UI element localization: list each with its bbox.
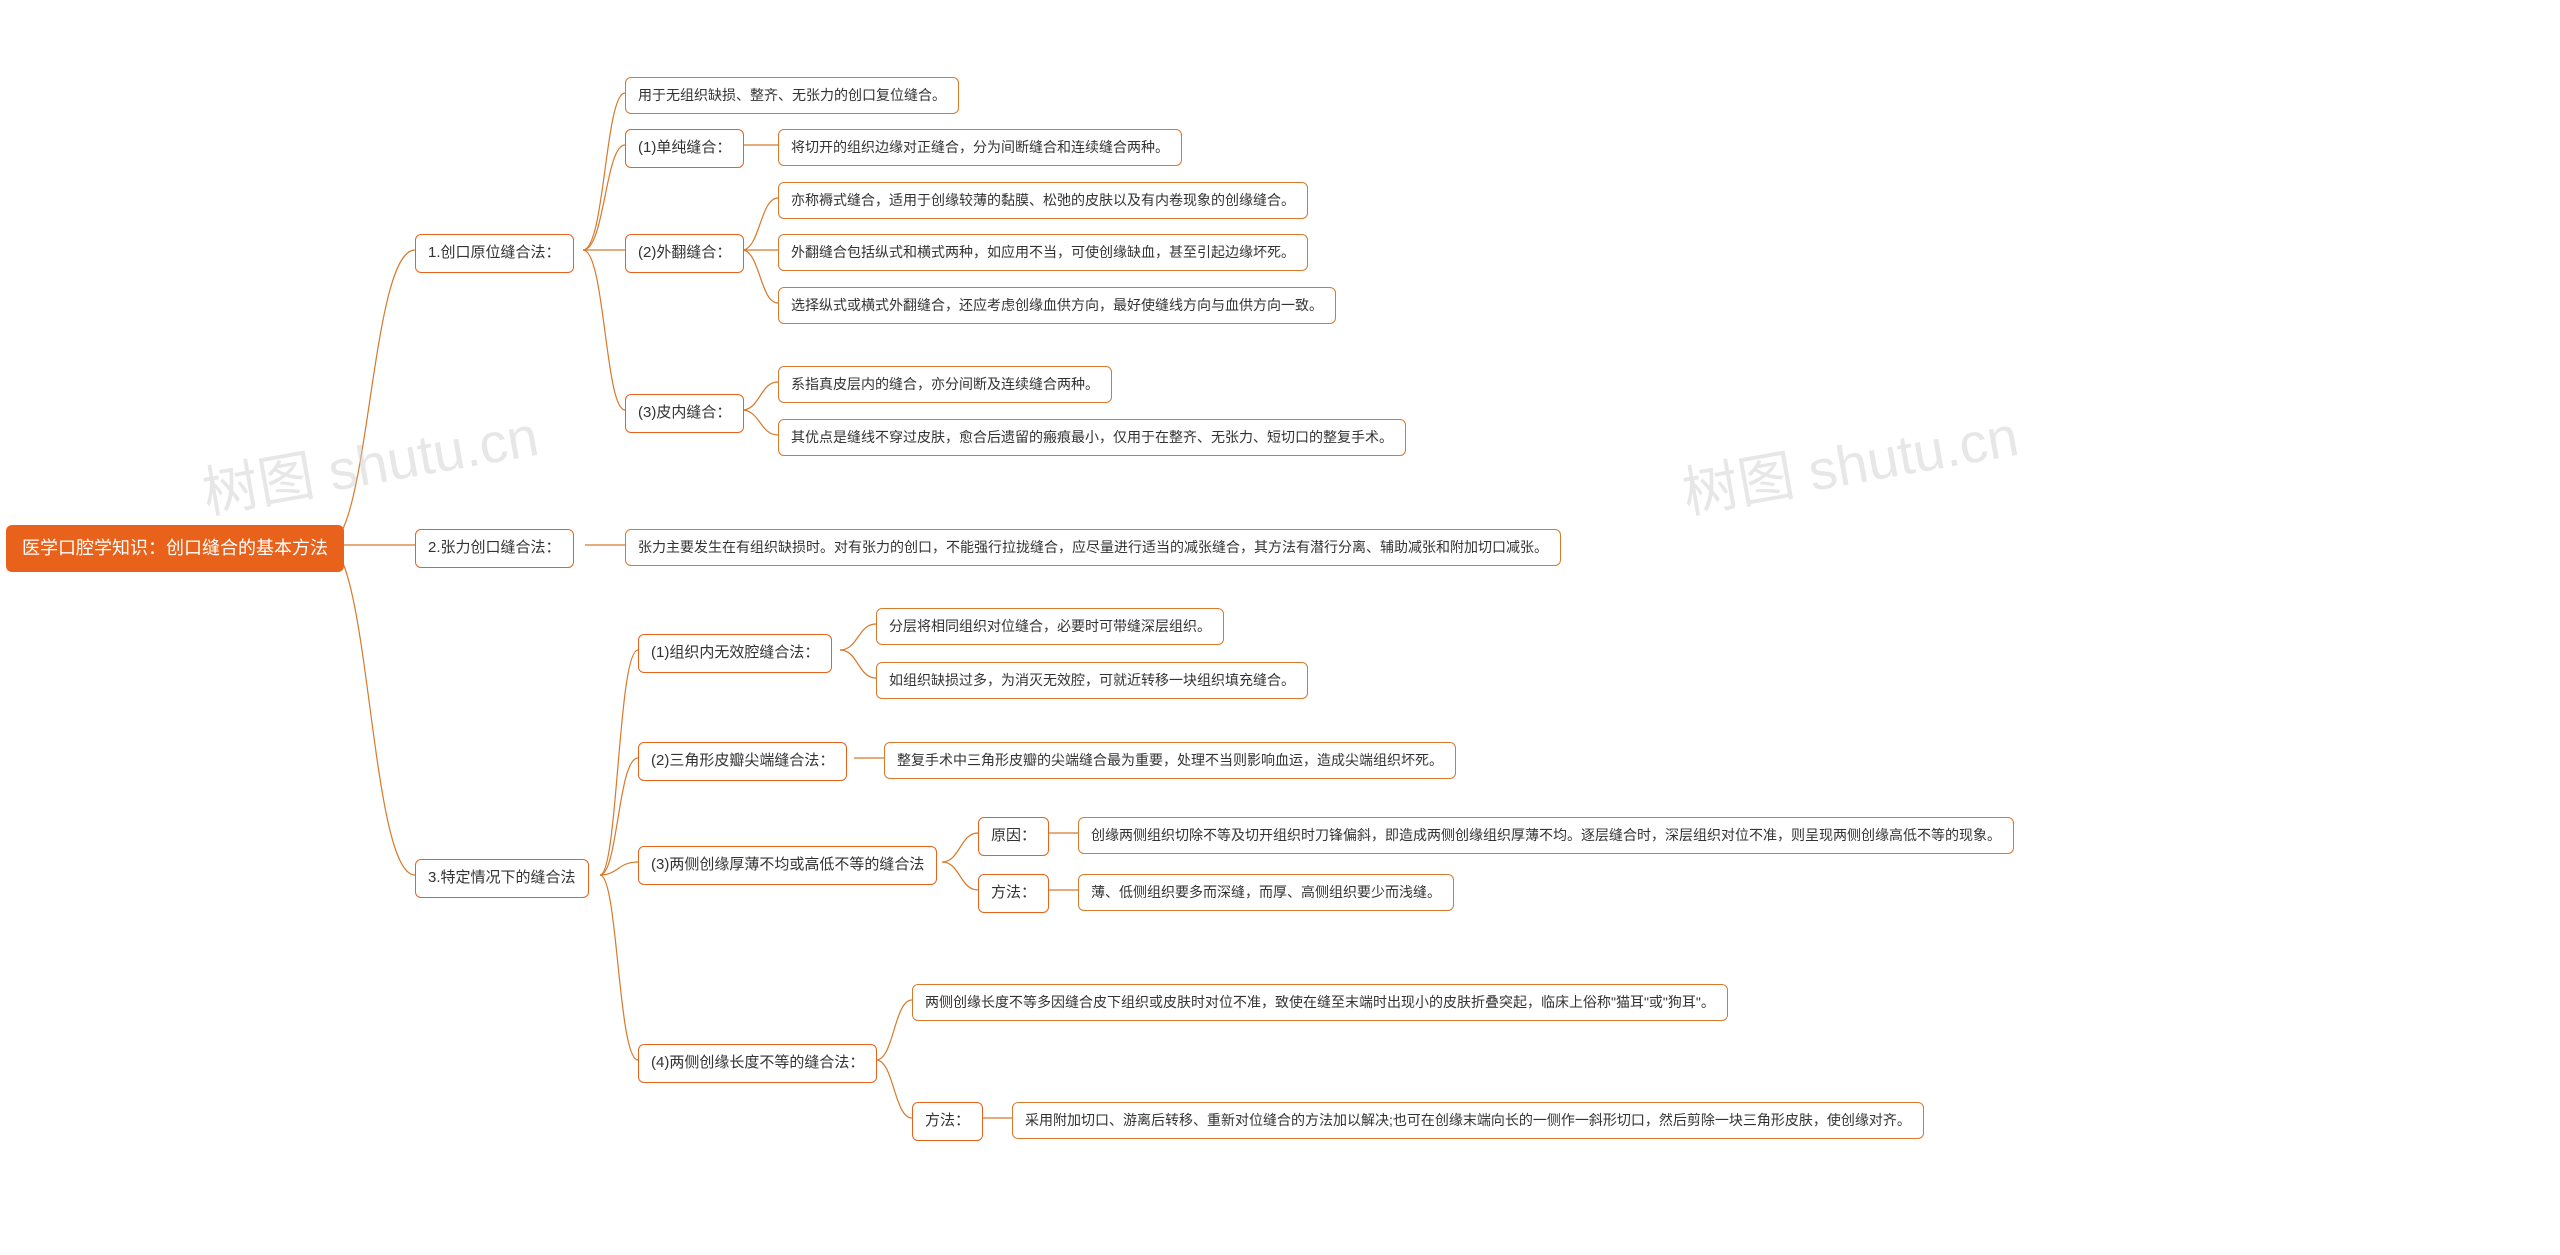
leaf-b1c2-2[interactable]: 选择纵式或横式外翻缝合，还应考虑创缘血供方向，最好使缝线方向与血供方向一致。 bbox=[778, 287, 1336, 324]
branch-2[interactable]: 2.张力创口缝合法： bbox=[415, 529, 574, 568]
leaf-b3c2-0[interactable]: 整复手术中三角形皮瓣的尖端缝合最为重要，处理不当则影响血运，造成尖端组织坏死。 bbox=[884, 742, 1456, 779]
branch-b3c3[interactable]: (3)两侧创缘厚薄不均或高低不等的缝合法 bbox=[638, 846, 937, 885]
branch-b1c1[interactable]: (1)单纯缝合： bbox=[625, 129, 744, 168]
leaf-b1c3-1[interactable]: 其优点是缝线不穿过皮肤，愈合后遗留的瘢痕最小，仅用于在整齐、无张力、短切口的整复… bbox=[778, 419, 1406, 456]
leaf-b1c2-0[interactable]: 亦称褥式缝合，适用于创缘较薄的黏膜、松弛的皮肤以及有内卷现象的创缘缝合。 bbox=[778, 182, 1308, 219]
branch-b1c3[interactable]: (3)皮内缝合： bbox=[625, 394, 744, 433]
branch-b1c2[interactable]: (2)外翻缝合： bbox=[625, 234, 744, 273]
leaf-b3c1-1[interactable]: 如组织缺损过多，为消灭无效腔，可就近转移一块组织填充缝合。 bbox=[876, 662, 1308, 699]
branch-b3c2[interactable]: (2)三角形皮瓣尖端缝合法： bbox=[638, 742, 847, 781]
branch-b3c1[interactable]: (1)组织内无效腔缝合法： bbox=[638, 634, 832, 673]
watermark: 树图 shutu.cn bbox=[196, 391, 544, 530]
leaf-b1c1-0[interactable]: 将切开的组织边缘对正缝合，分为间断缝合和连续缝合两种。 bbox=[778, 129, 1182, 166]
branch-b3c4[interactable]: (4)两侧创缘长度不等的缝合法： bbox=[638, 1044, 877, 1083]
leaf-b2c0[interactable]: 张力主要发生在有组织缺损时。对有张力的创口，不能强行拉拢缝合，应尽量进行适当的减… bbox=[625, 529, 1561, 566]
leaf-b1c0[interactable]: 用于无组织缺损、整齐、无张力的创口复位缝合。 bbox=[625, 77, 959, 114]
branch-1[interactable]: 1.创口原位缝合法： bbox=[415, 234, 574, 273]
leaf-b3c3a-0[interactable]: 创缘两侧组织切除不等及切开组织时刀锋偏斜，即造成两侧创缘组织厚薄不均。逐层缝合时… bbox=[1078, 817, 2014, 854]
branch-b3c4b[interactable]: 方法： bbox=[912, 1102, 983, 1141]
branch-b3c3a[interactable]: 原因： bbox=[978, 817, 1049, 856]
root-node[interactable]: 医学口腔学知识：创口缝合的基本方法 bbox=[6, 525, 344, 572]
leaf-b3c1-0[interactable]: 分层将相同组织对位缝合，必要时可带缝深层组织。 bbox=[876, 608, 1224, 645]
mindmap-canvas: 树图 shutu.cn 树图 shutu.cn 医学口腔学知识：创口缝合的基本方… bbox=[0, 0, 2560, 1255]
watermark: 树图 shutu.cn bbox=[1676, 391, 2024, 530]
leaf-b1c2-1[interactable]: 外翻缝合包括纵式和横式两种，如应用不当，可使创缘缺血，甚至引起边缘坏死。 bbox=[778, 234, 1308, 271]
branch-b3c3b[interactable]: 方法： bbox=[978, 874, 1049, 913]
leaf-b3c3b-0[interactable]: 薄、低侧组织要多而深缝，而厚、高侧组织要少而浅缝。 bbox=[1078, 874, 1454, 911]
leaf-b1c3-0[interactable]: 系指真皮层内的缝合，亦分间断及连续缝合两种。 bbox=[778, 366, 1112, 403]
branch-3[interactable]: 3.特定情况下的缝合法 bbox=[415, 859, 589, 898]
leaf-b3c4-0[interactable]: 两侧创缘长度不等多因缝合皮下组织或皮肤时对位不准，致使在缝至末端时出现小的皮肤折… bbox=[912, 984, 1728, 1021]
leaf-b3c4b-0[interactable]: 采用附加切口、游离后转移、重新对位缝合的方法加以解决;也可在创缘末端向长的一侧作… bbox=[1012, 1102, 1924, 1139]
